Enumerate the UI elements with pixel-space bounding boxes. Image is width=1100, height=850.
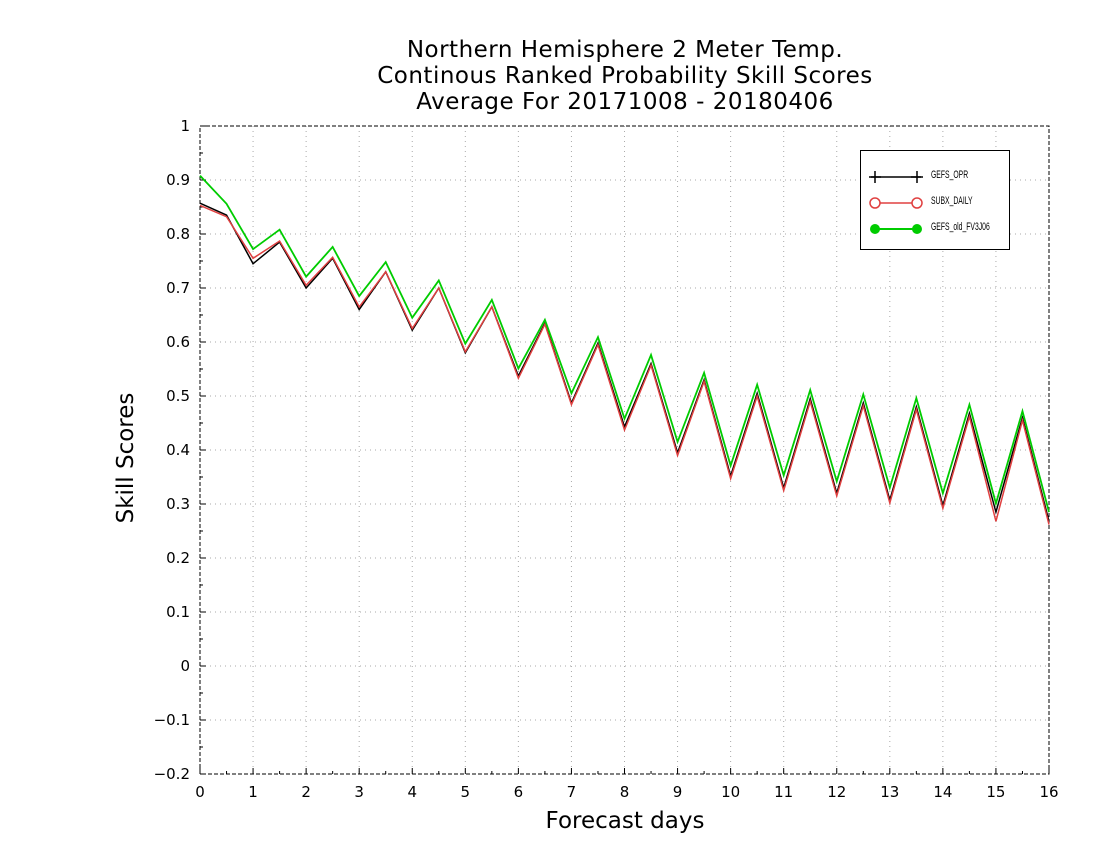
legend-item-gefs-opr: GEFS_OPR <box>867 167 1007 187</box>
x-tick-label: 11 <box>774 783 793 801</box>
y-tick-label: 0.3 <box>166 495 190 513</box>
x-tick-label: 7 <box>567 783 577 801</box>
axis-ticks: 0 1 2 3 4 5 6 7 8 9 10 11 12 13 14 15 16−0.2−0.100.10.20… <box>154 117 1059 801</box>
x-tick-label: 12 <box>827 783 846 801</box>
x-tick-label: 5 <box>461 783 471 801</box>
legend-label: GEFS_old_FV3J06 <box>931 221 990 233</box>
legend-item-gefs-old-fv3j06: GEFS_old_FV3J06 <box>867 219 1007 239</box>
legend-swatch-open-circle-icon <box>869 197 923 209</box>
x-axis-label: Forecast days <box>545 808 705 834</box>
series-lines <box>199 175 1050 525</box>
y-tick-label: 0.8 <box>166 225 190 243</box>
y-tick-label: −0.2 <box>154 765 190 783</box>
x-tick-label: 2 <box>301 783 311 801</box>
legend-label: GEFS_OPR <box>931 169 969 181</box>
chart-title-line-2: Continous Ranked Probability Skill Score… <box>377 63 873 89</box>
y-tick-label: 0.4 <box>166 441 190 459</box>
chart-title-line-3: Average For 20171008 - 20180406 <box>416 89 834 115</box>
legend-label: SUBX_DAILY <box>931 195 973 207</box>
y-tick-label: 0.7 <box>166 279 190 297</box>
x-tick-label: 14 <box>933 783 952 801</box>
x-tick-label: 1 <box>248 783 258 801</box>
y-tick-label: 0.1 <box>166 603 190 621</box>
grid-lines <box>200 126 1049 774</box>
x-tick-label: 8 <box>620 783 630 801</box>
series-line-subx-daily <box>199 204 1050 525</box>
y-tick-label: 0.9 <box>166 171 190 189</box>
series-line-gefs-old-fv3j06 <box>199 175 1050 513</box>
legend: GEFS_OPR SUBX_DAILY GEFS_old_FV3J06 <box>860 150 1010 250</box>
series-line-gefs-opr <box>199 202 1050 522</box>
y-tick-label: 0 <box>180 657 190 675</box>
x-tick-label: 10 <box>721 783 740 801</box>
y-tick-label: 0.5 <box>166 387 190 405</box>
y-tick-label: −0.1 <box>154 711 190 729</box>
y-tick-label: 1 <box>180 117 190 135</box>
y-tick-label: 0.6 <box>166 333 190 351</box>
x-tick-label: 3 <box>354 783 364 801</box>
legend-swatch-filled-circle-icon <box>870 224 922 234</box>
x-tick-label: 9 <box>673 783 683 801</box>
x-tick-label: 0 <box>195 783 205 801</box>
legend-swatch-plus-icon <box>869 171 923 183</box>
x-tick-label: 6 <box>514 783 524 801</box>
legend-item-subx-daily: SUBX_DAILY <box>867 193 1007 213</box>
chart-title-line-1: Northern Hemisphere 2 Meter Temp. <box>406 37 844 63</box>
y-axis-label: Skill Scores <box>113 392 139 524</box>
y-tick-label: 0.2 <box>166 549 190 567</box>
x-tick-label: 15 <box>986 783 1005 801</box>
x-tick-label: 13 <box>880 783 899 801</box>
x-tick-label: 16 <box>1039 783 1058 801</box>
x-tick-label: 4 <box>407 783 417 801</box>
